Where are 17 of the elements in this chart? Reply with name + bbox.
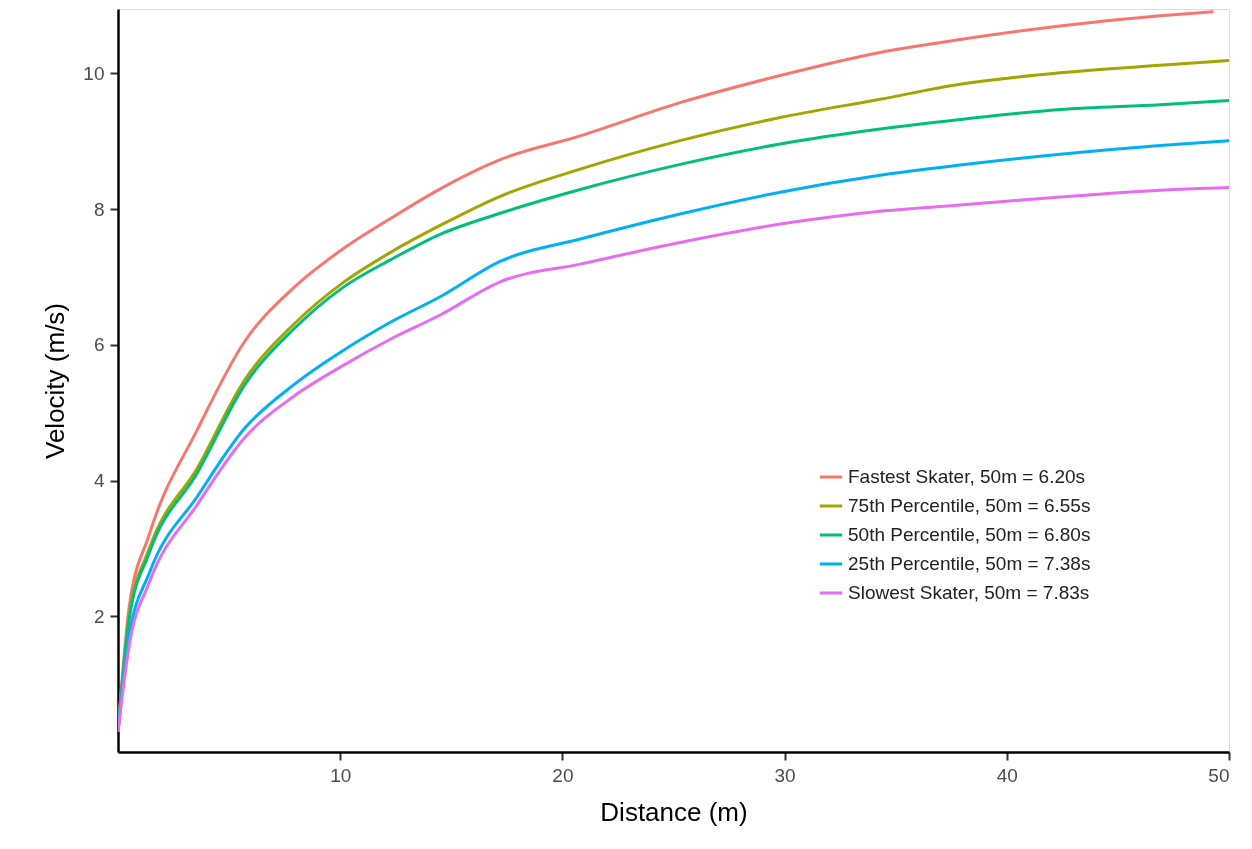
x-axis-title: Distance (m) <box>600 796 748 827</box>
y-tick-label: 2 <box>93 605 105 627</box>
legend-label: 25th Percentile, 50m = 7.38s <box>848 553 1091 574</box>
legend-label: Fastest Skater, 50m = 6.20s <box>848 466 1086 487</box>
y-tick-label: 6 <box>93 334 105 356</box>
x-tick-label: 40 <box>996 764 1018 786</box>
x-tick-label: 30 <box>774 764 796 786</box>
x-tick-label: 10 <box>330 764 352 786</box>
y-tick-label: 4 <box>93 470 105 492</box>
y-axis-title: Velocity (m/s) <box>40 302 71 460</box>
x-tick-label: 20 <box>552 764 574 786</box>
y-tick-label: 8 <box>93 198 105 220</box>
y-tick-label: 10 <box>83 62 105 84</box>
legend-label: Slowest Skater, 50m = 7.83s <box>848 582 1090 603</box>
legend-label: 75th Percentile, 50m = 6.55s <box>848 495 1091 516</box>
legend-label: 50th Percentile, 50m = 6.80s <box>848 524 1091 545</box>
x-tick-label: 50 <box>1208 764 1230 786</box>
